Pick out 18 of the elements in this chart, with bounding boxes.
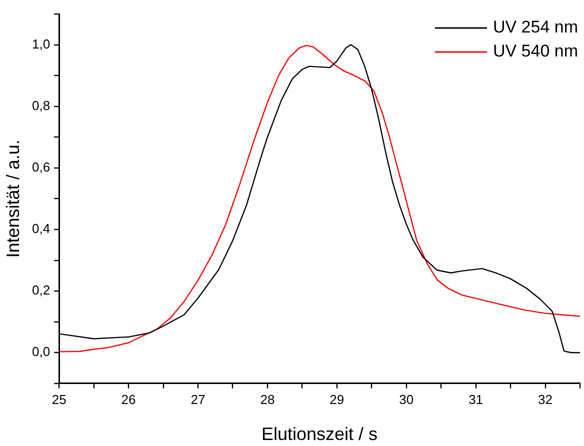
y-tick-label: 1,0: [32, 36, 50, 52]
x-tick-label: 26: [121, 392, 136, 407]
y-tick-label: 0,0: [32, 344, 50, 360]
x-tick-label: 28: [260, 392, 275, 407]
legend-label: UV 540 nm: [492, 42, 578, 61]
legend-label: UV 254 nm: [492, 18, 578, 37]
x-tick-label: 29: [330, 392, 344, 407]
y-tick-label: 0,2: [32, 282, 50, 298]
x-axis-title: Elutionszeit / s: [262, 424, 378, 444]
x-tick-label: 25: [52, 392, 66, 407]
y-tick-label: 0,6: [32, 159, 50, 174]
x-tick-label: 32: [538, 392, 553, 407]
x-tick-label: 27: [190, 392, 206, 407]
x-tick-label: 30: [399, 392, 414, 407]
y-tick-label: 0,8: [32, 98, 50, 113]
y-tick-label: 0,4: [32, 221, 50, 236]
x-tick-label: 31: [468, 392, 484, 407]
y-axis-title: Intensität / a.u.: [2, 140, 23, 258]
